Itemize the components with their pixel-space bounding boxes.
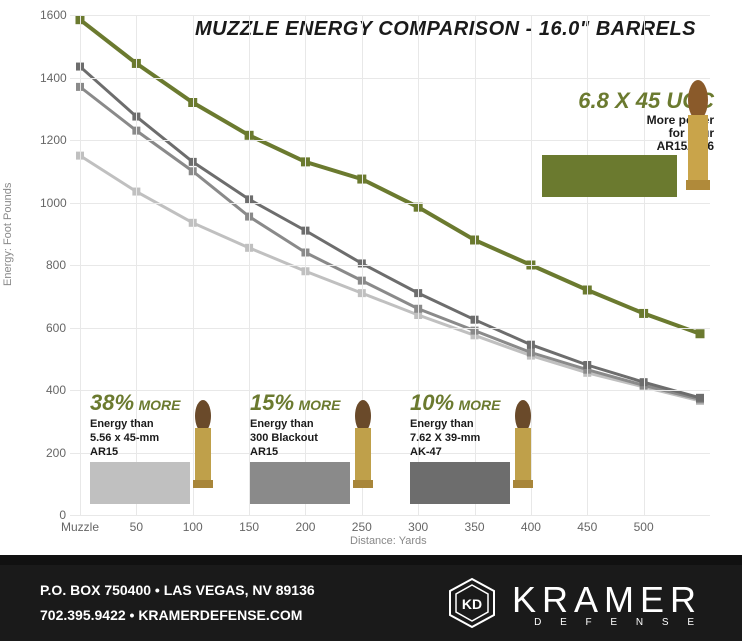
x-tick-label: 250 xyxy=(352,520,372,534)
footer-brand-sub: D E F E N S E xyxy=(534,617,702,628)
footer-line2: 702.395.9422 • KRAMERDEFENSE.COM xyxy=(40,603,315,628)
bullet-icon xyxy=(185,400,221,500)
y-axis-label: Energy: Foot Pounds xyxy=(2,183,14,286)
callout-bar xyxy=(90,462,190,504)
callout-pct: 10% xyxy=(410,390,454,415)
y-tick-label: 200 xyxy=(40,446,66,460)
callout-more: MORE xyxy=(139,397,181,413)
y-tick-label: 1200 xyxy=(40,133,66,147)
x-tick-label: 450 xyxy=(577,520,597,534)
x-tick-label: 150 xyxy=(239,520,259,534)
grid-line xyxy=(80,15,81,515)
callout-bar xyxy=(410,462,510,504)
x-axis-label: Distance: Yards xyxy=(350,535,427,547)
y-tick-label: 800 xyxy=(40,258,66,272)
footer-logo: KD KRAMER D E F E N S E xyxy=(444,575,702,631)
bullet-icon-ucc xyxy=(674,80,722,200)
y-tick-label: 1600 xyxy=(40,8,66,22)
grid-line xyxy=(70,203,710,204)
grid-line xyxy=(70,328,710,329)
grid-line xyxy=(70,15,710,16)
page-footer: P.O. BOX 750400 • LAS VEGAS, NV 89136 70… xyxy=(0,555,742,641)
callout-more: MORE xyxy=(299,397,341,413)
x-tick-label: 400 xyxy=(521,520,541,534)
x-tick-label: 50 xyxy=(130,520,143,534)
callout-bar xyxy=(250,462,350,504)
y-tick-label: 400 xyxy=(40,383,66,397)
svg-text:KD: KD xyxy=(462,596,482,612)
callout-pct: 15% xyxy=(250,390,294,415)
y-tick-label: 600 xyxy=(40,321,66,335)
x-tick-label: 200 xyxy=(295,520,315,534)
logo-icon: KD xyxy=(444,575,500,631)
series-marker xyxy=(696,394,704,402)
y-tick-label: 1400 xyxy=(40,71,66,85)
bullet-icon xyxy=(345,400,381,500)
callout-pct: 38% xyxy=(90,390,134,415)
y-tick-label: 1000 xyxy=(40,196,66,210)
x-tick-label: 100 xyxy=(183,520,203,534)
grid-line xyxy=(70,265,710,266)
grid-line xyxy=(70,78,710,79)
x-tick-label: 300 xyxy=(408,520,428,534)
legend-ucc-bar xyxy=(542,155,677,197)
callout-more: MORE xyxy=(459,397,501,413)
chart-container: MUZZLE ENERGY COMPARISON - 16.0" BARRELS… xyxy=(0,0,742,555)
x-tick-label: Muzzle xyxy=(61,520,99,534)
footer-contact: P.O. BOX 750400 • LAS VEGAS, NV 89136 70… xyxy=(40,578,315,628)
bullet-icon xyxy=(505,400,541,500)
footer-line1: P.O. BOX 750400 • LAS VEGAS, NV 89136 xyxy=(40,578,315,603)
x-tick-label: 350 xyxy=(465,520,485,534)
series-marker xyxy=(696,329,705,338)
x-tick-label: 500 xyxy=(634,520,654,534)
grid-line xyxy=(70,515,710,516)
footer-brand: KRAMER xyxy=(512,579,702,621)
